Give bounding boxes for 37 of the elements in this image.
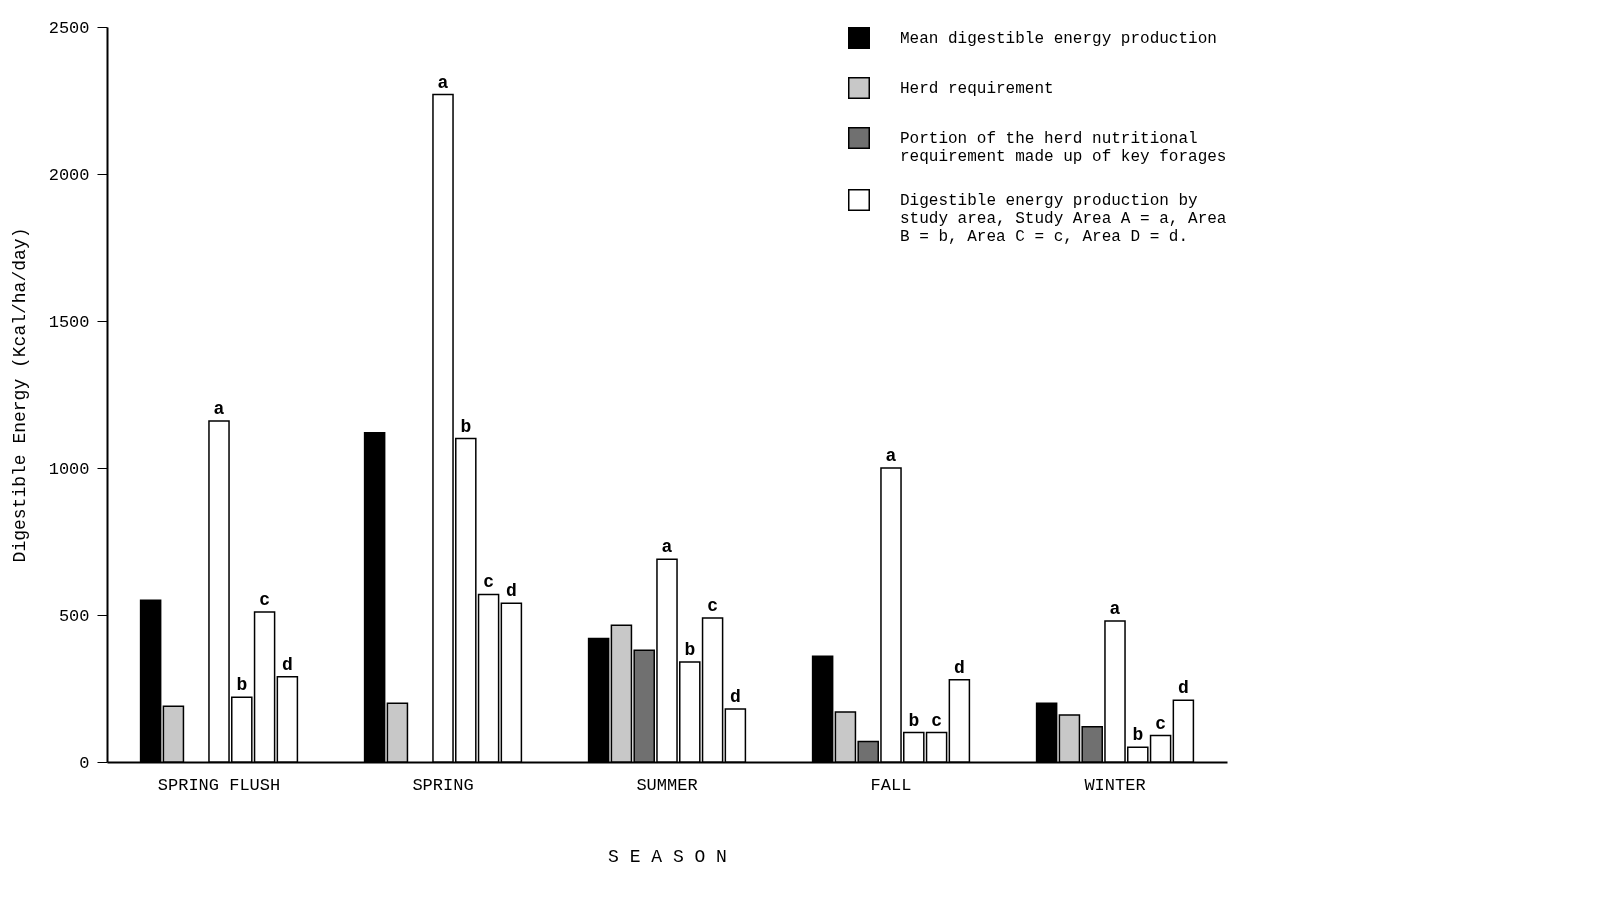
x-tick-label: WINTER — [1084, 775, 1146, 795]
y-tick-label: 500 — [58, 606, 90, 626]
text: b — [460, 416, 472, 437]
series-label: a — [213, 398, 225, 419]
y-tick-label: 1500 — [48, 312, 90, 332]
series-label: c — [259, 590, 270, 611]
y-tick-label: 2000 — [48, 165, 90, 185]
y-axis-title: Digestible Energy (Kcal/ha/day) — [9, 227, 30, 563]
text: a — [1109, 598, 1121, 619]
y-tick-label: 2500 — [48, 18, 90, 38]
text: d — [953, 657, 965, 678]
legend-label: Portion of the herd nutritional requirement made up of key forages — [900, 130, 1227, 166]
x-tick-label: FALL — [870, 775, 912, 795]
text: c — [931, 710, 942, 731]
legend-label: Mean digestible energy production — [900, 30, 1217, 48]
text: c — [483, 572, 494, 593]
x-tick-label: SUMMER — [636, 775, 698, 795]
text: b — [1132, 725, 1144, 746]
y-tick-label: 1000 — [48, 459, 90, 479]
y-tick-label: 0 — [79, 753, 90, 773]
text: a — [885, 446, 897, 466]
text: a — [661, 537, 673, 558]
x-axis-title: S E A S O N — [608, 846, 727, 867]
text: d — [505, 581, 517, 602]
legend-label: Herd requirement — [900, 80, 1054, 98]
annotation: Digestible energy production by study area, Study Area A = a, Area B = b, Area C = c, Area D = d. — [900, 192, 1227, 246]
text: b — [908, 710, 920, 731]
text: c — [1155, 713, 1166, 734]
text: d — [729, 687, 741, 708]
text: b — [684, 640, 696, 661]
x-tick-label: SPRING FLUSH — [157, 775, 281, 795]
series-label: b — [236, 675, 248, 696]
x-tick-label: SPRING — [412, 775, 474, 795]
text: a — [437, 72, 449, 93]
text: d — [1177, 678, 1189, 699]
text: c — [707, 595, 718, 616]
series-label: d — [281, 654, 293, 675]
